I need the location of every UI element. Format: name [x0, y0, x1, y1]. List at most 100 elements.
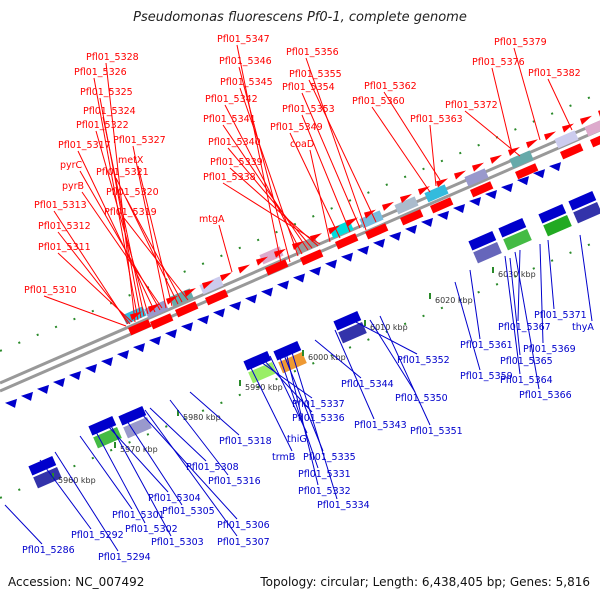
- reverse-leader-line: [94, 429, 146, 524]
- reverse-gene-label: Pfl01_5304: [148, 493, 201, 504]
- reverse-gene-label: Pfl01_5367: [498, 322, 551, 333]
- reverse-leader-line: [4, 504, 43, 545]
- forward-gene-label: Pfl01_5317: [58, 140, 111, 151]
- forward-gene-arrow: [544, 131, 556, 141]
- forward-gene-label: Pfl01_5326: [74, 67, 127, 78]
- reverse-gene-label: Pfl01_5369: [523, 344, 576, 355]
- reverse-gene-arrow: [261, 287, 273, 297]
- forward-leader-line: [305, 57, 367, 231]
- reverse-gene-arrow: [165, 329, 177, 339]
- forward-gene-arrow: [400, 194, 412, 203]
- reverse-gene-arrow: [85, 364, 97, 374]
- tick-mark: [177, 410, 179, 416]
- reverse-gene-arrow: [325, 259, 337, 269]
- forward-gene-label: Pfl01_5354: [282, 82, 335, 93]
- reverse-leader-line: [379, 315, 431, 426]
- forward-gene-label: Pfl01_5321: [96, 167, 149, 178]
- forward-leader-line: [93, 77, 139, 321]
- reverse-leader-line: [514, 251, 540, 390]
- forward-strand-features: [122, 110, 600, 336]
- accession-label: Accession: NC_007492: [8, 575, 145, 589]
- tick-label: 6000 kbp: [308, 353, 346, 362]
- forward-leader-line: [123, 217, 189, 301]
- forward-leader-line: [222, 124, 309, 251]
- reverse-leader-line: [351, 319, 418, 355]
- forward-leader-line: [309, 149, 331, 243]
- forward-leader-line: [132, 145, 167, 309]
- reverse-gene-label: Pfl01_5371: [534, 310, 587, 321]
- reverse-gene-label: Pfl01_5351: [410, 426, 463, 437]
- forward-gene-arrow: [346, 217, 358, 227]
- forward-leader-line: [125, 197, 183, 303]
- reverse-gene-arrow: [213, 308, 225, 318]
- reverse-gene-label: Pfl01_5308: [186, 462, 239, 473]
- reverse-gene-arrow: [197, 315, 209, 325]
- reverse-gene-arrow: [533, 169, 545, 179]
- forward-feature-block: [464, 168, 494, 198]
- reverse-gene-label: Pfl01_5337: [292, 399, 345, 410]
- reverse-gene-arrow: [245, 294, 257, 304]
- reverse-gene-label: Pfl01_5306: [217, 520, 270, 531]
- tick-label: 5960 kbp: [58, 476, 96, 485]
- reverse-gene-arrow: [37, 384, 49, 394]
- reverse-leader-line: [289, 345, 338, 500]
- forward-gene-arrow: [238, 264, 250, 274]
- reverse-leader-line: [284, 347, 319, 486]
- forward-gene-label: Pfl01_5320: [106, 187, 159, 198]
- reverse-feature-block: [273, 340, 307, 374]
- tick-label: 5990 kbp: [245, 383, 283, 392]
- reverse-leader-line: [469, 269, 481, 340]
- reverse-gene-arrow: [549, 162, 561, 172]
- reverse-gene-label: Pfl01_5365: [500, 356, 553, 367]
- reverse-leader-line: [504, 255, 521, 375]
- reverse-gene-arrow: [149, 336, 161, 346]
- reverse-gene-label: Pfl01_5303: [151, 537, 204, 548]
- forward-gene-arrow: [472, 162, 484, 172]
- reverse-leader-line: [124, 417, 183, 506]
- forward-leader-line: [301, 92, 361, 229]
- tick-mark: [492, 267, 494, 273]
- forward-feature-block: [424, 184, 454, 214]
- forward-leader-line: [238, 66, 291, 263]
- forward-gene-label: Pfl01_5311: [38, 242, 91, 253]
- reverse-gene-arrow: [117, 350, 129, 360]
- forward-leader-line: [79, 170, 161, 311]
- reverse-leader-line: [579, 234, 593, 322]
- forward-leader-line: [102, 116, 145, 317]
- reverse-gene-arrow: [101, 357, 113, 367]
- reverse-strand-features: [5, 162, 600, 489]
- reverse-gene-arrow: [133, 343, 145, 353]
- forward-leader-line: [429, 124, 437, 187]
- reverse-gene-label: Pfl01_5307: [217, 537, 270, 548]
- forward-gene-label: Pfl01_5313: [34, 200, 87, 211]
- forward-leader-line: [227, 147, 313, 249]
- reverse-leader-line: [281, 349, 324, 452]
- reverse-gene-arrow: [485, 190, 497, 200]
- forward-feature-block: [144, 300, 174, 330]
- forward-gene-arrow: [256, 256, 268, 266]
- forward-feature-block: [259, 246, 289, 276]
- reverse-gene-label: Pfl01_5343: [354, 420, 407, 431]
- reverse-leader-line: [139, 411, 238, 520]
- tick-mark: [239, 380, 241, 386]
- reverse-gene-label: Pfl01_5302: [125, 524, 178, 535]
- backbone-lower: [0, 128, 600, 393]
- forward-gene-label: Pfl01_5325: [80, 87, 133, 98]
- tick-label: 5980 kbp: [183, 413, 221, 422]
- tick-labels: 5960 kbp 5970 kbp 5980 kbp 5990 kbp 6000 kbp…: [52, 267, 536, 485]
- forward-gene-label: Pfl01_5328: [86, 52, 139, 63]
- forward-gene-label: metX: [118, 155, 144, 166]
- forward-gene-label: Pfl01_5327: [113, 135, 166, 146]
- reverse-leader-line: [169, 399, 229, 476]
- reverse-gene-label: Pfl01_5334: [317, 500, 370, 511]
- reverse-feature-block: [498, 217, 532, 251]
- reverse-gene-arrow: [293, 273, 305, 283]
- tick-label: 6030 kbp: [498, 270, 536, 279]
- reverse-leader-line: [54, 451, 119, 552]
- tick-mark: [364, 320, 366, 326]
- reverse-gene-label: trmB: [272, 452, 295, 463]
- reverse-gene-arrow: [357, 245, 369, 255]
- forward-feature-block: [199, 276, 229, 306]
- forward-gene-label: Pfl01_5338: [203, 172, 256, 183]
- reverse-gene-label: Pfl01_5344: [341, 379, 394, 390]
